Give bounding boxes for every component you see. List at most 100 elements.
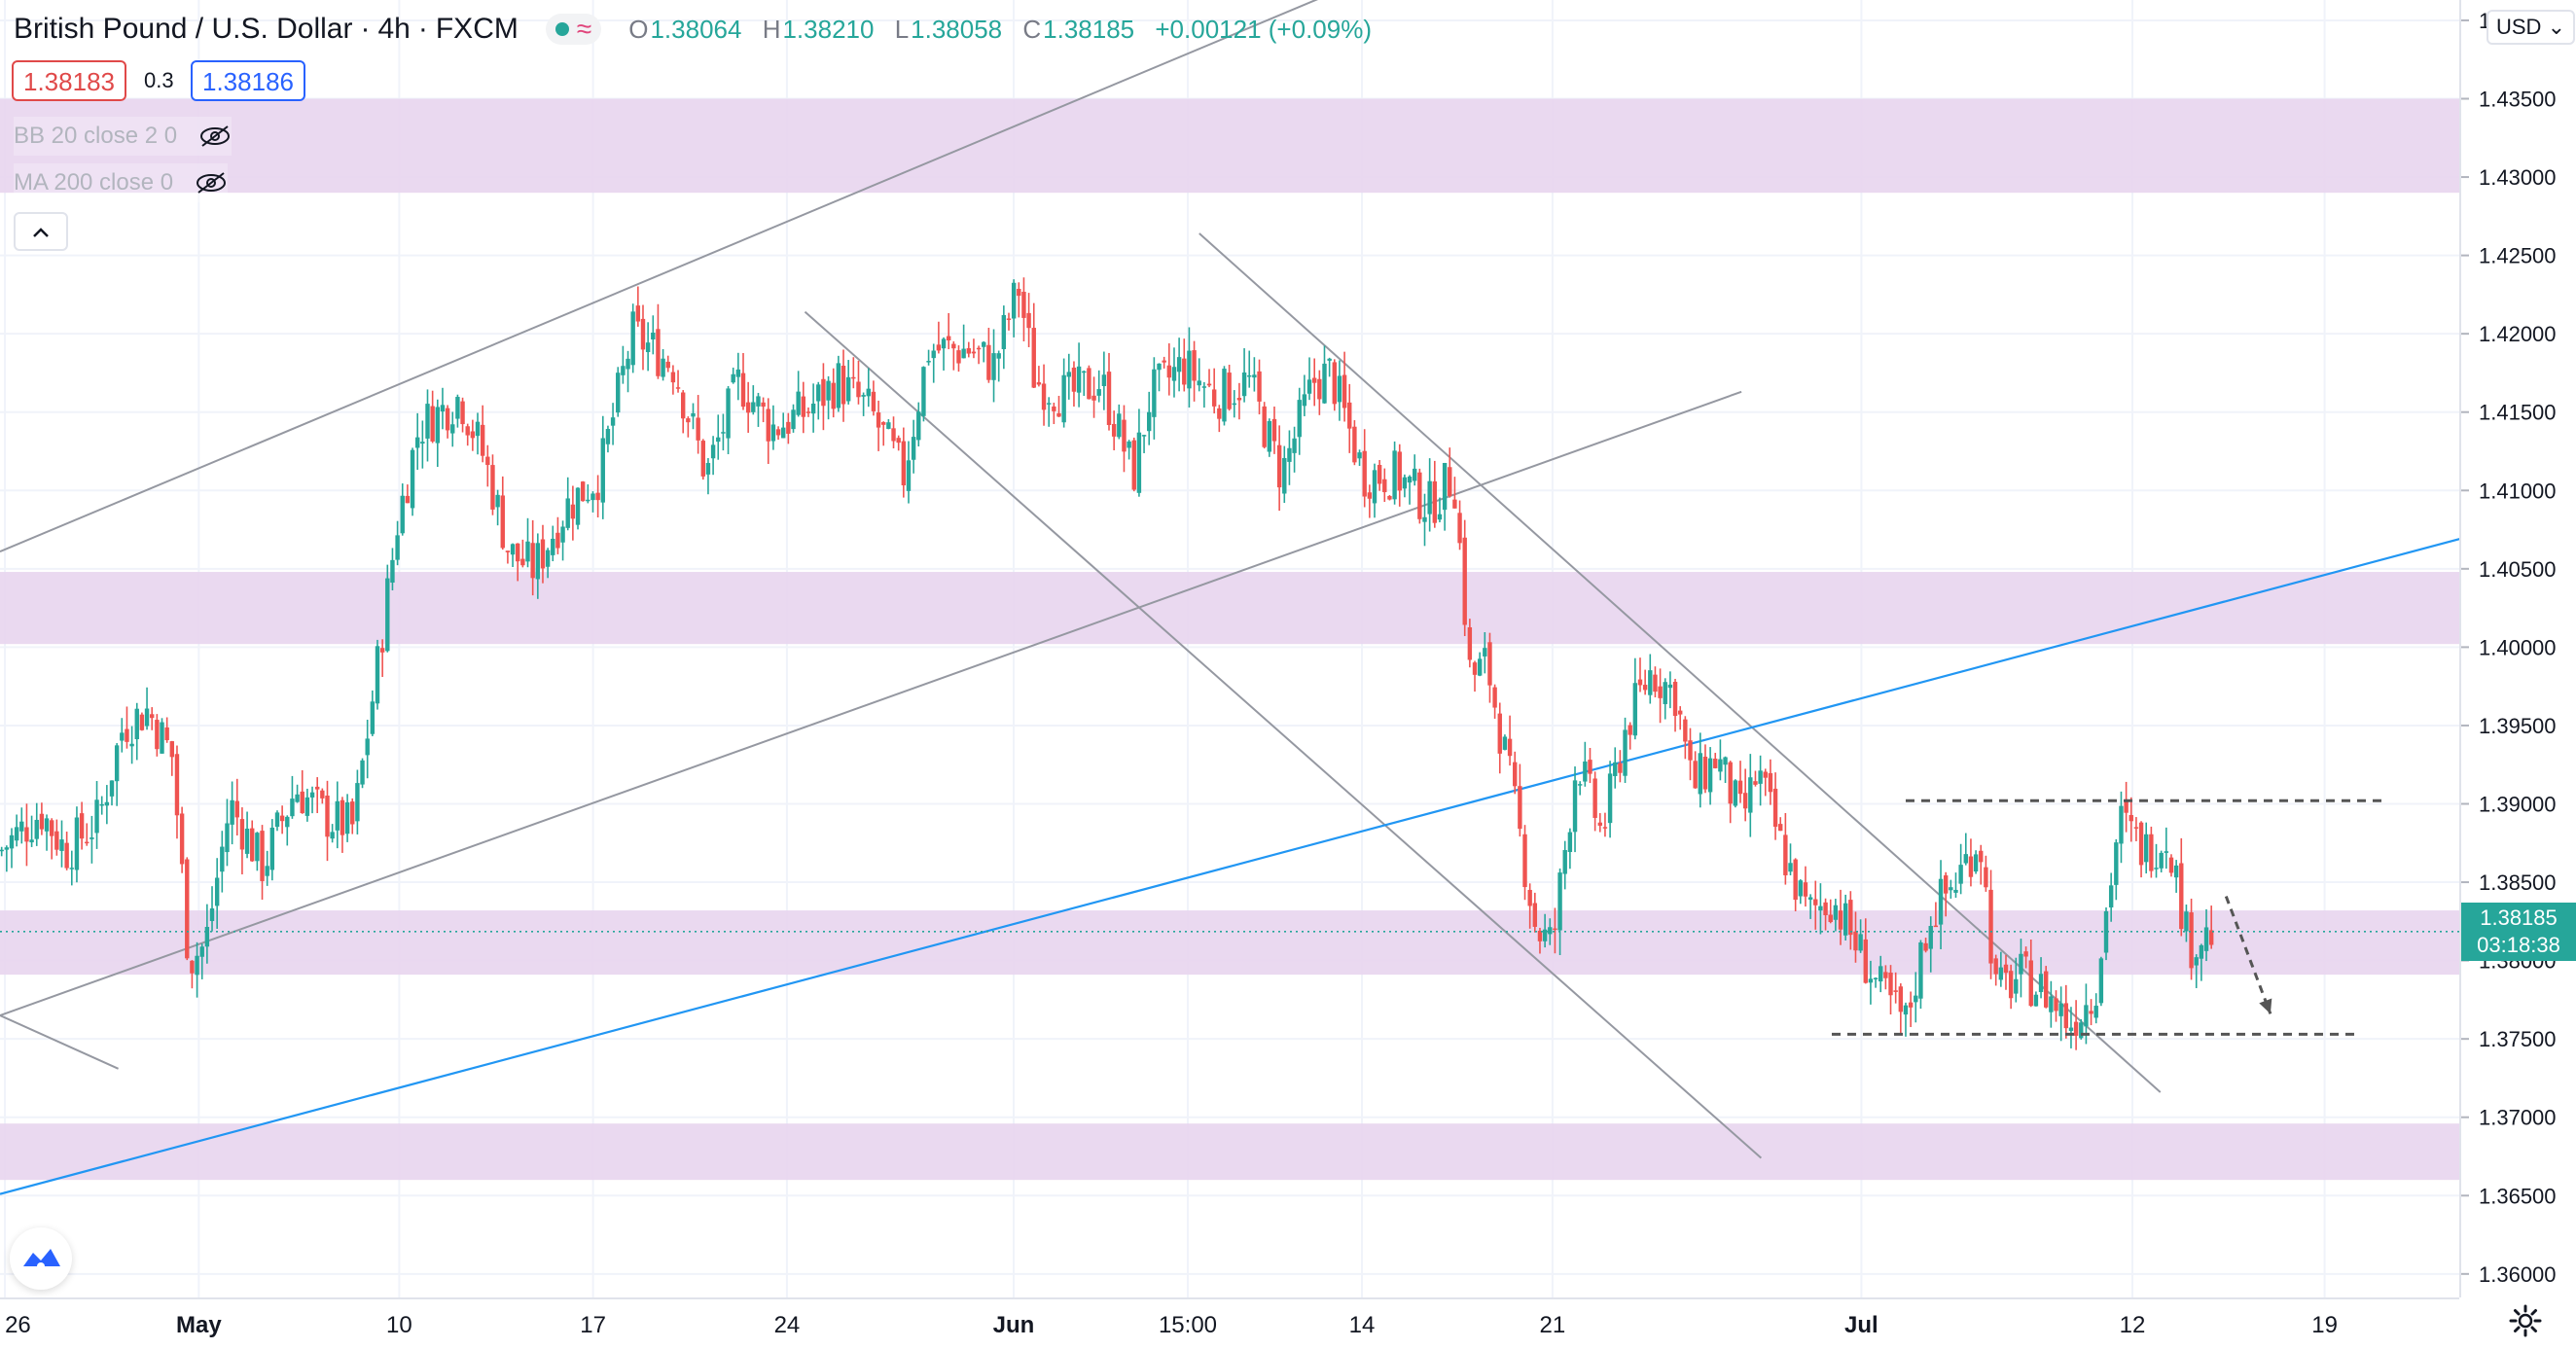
candle[interactable] [230, 781, 234, 845]
candle[interactable] [400, 483, 405, 536]
candle[interactable] [1232, 390, 1236, 418]
candle[interactable] [420, 420, 425, 469]
eye-off-icon[interactable] [195, 171, 228, 195]
price-zone[interactable] [0, 98, 2459, 194]
candle[interactable] [670, 365, 676, 395]
candle[interactable] [1949, 879, 1953, 899]
candle[interactable] [540, 524, 546, 584]
candle[interactable] [661, 348, 665, 381]
candle[interactable] [551, 525, 555, 562]
candle[interactable] [1427, 458, 1432, 532]
candle[interactable] [1111, 410, 1117, 451]
candle[interactable] [1001, 305, 1007, 370]
candle[interactable] [1597, 813, 1602, 833]
candle[interactable] [826, 375, 831, 420]
candle[interactable] [314, 777, 320, 814]
candle[interactable] [1588, 747, 1592, 784]
candle[interactable] [1477, 652, 1483, 677]
candle[interactable] [1818, 883, 1823, 935]
candle[interactable] [1698, 732, 1702, 808]
candle[interactable] [1036, 366, 1042, 387]
candle[interactable] [1131, 437, 1136, 492]
candle[interactable] [2119, 791, 2124, 864]
candle[interactable] [495, 489, 500, 526]
candle[interactable] [510, 543, 516, 568]
candle[interactable] [54, 819, 59, 856]
candle[interactable] [129, 726, 134, 764]
candle[interactable] [866, 368, 871, 408]
candle[interactable] [1387, 495, 1392, 501]
candle[interactable] [1206, 369, 1212, 388]
candle[interactable] [1667, 671, 1673, 709]
currency-selector[interactable]: USD ⌄ [2487, 10, 2576, 45]
candle[interactable] [1257, 359, 1262, 415]
candle[interactable] [906, 441, 912, 504]
candle[interactable] [1327, 357, 1332, 377]
candle[interactable] [1306, 357, 1312, 401]
candle[interactable] [1557, 868, 1562, 955]
candle[interactable] [1918, 940, 1923, 1010]
candle[interactable] [1577, 781, 1583, 796]
candle[interactable] [1041, 364, 1047, 426]
sell-price-button[interactable]: 1.38183 [12, 60, 126, 101]
candle[interactable] [651, 315, 656, 355]
candle[interactable] [1973, 850, 1979, 874]
candle[interactable] [460, 397, 465, 433]
candle[interactable] [740, 352, 746, 410]
candle[interactable] [1753, 770, 1758, 787]
candle[interactable] [1152, 357, 1157, 440]
candle[interactable] [44, 814, 50, 851]
candle[interactable] [1748, 754, 1753, 837]
candle[interactable] [1943, 871, 1949, 917]
candle[interactable] [1322, 345, 1327, 405]
candle[interactable] [1742, 768, 1748, 822]
candle[interactable] [710, 436, 716, 476]
candle[interactable] [1878, 955, 1883, 993]
candle[interactable] [1707, 747, 1713, 805]
candle[interactable] [630, 303, 635, 373]
candle[interactable] [1483, 631, 1487, 674]
candle[interactable] [1136, 408, 1142, 497]
candle[interactable] [344, 794, 350, 842]
candle[interactable] [1262, 402, 1267, 449]
indicator-bb[interactable]: BB 20 close 2 0 [14, 117, 233, 156]
candle[interactable] [845, 360, 851, 405]
candle[interactable] [475, 412, 481, 455]
candle[interactable] [295, 784, 300, 803]
candle[interactable] [2154, 843, 2159, 878]
candle[interactable] [1733, 779, 1738, 808]
candle[interactable] [390, 548, 395, 590]
candle[interactable] [1017, 282, 1021, 318]
candle[interactable] [340, 797, 345, 853]
candle[interactable] [530, 519, 535, 596]
channel-trendline[interactable] [0, 0, 1413, 553]
candle[interactable] [565, 477, 570, 531]
candle[interactable] [1527, 883, 1532, 929]
candle[interactable] [2199, 943, 2204, 981]
candle[interactable] [1352, 420, 1357, 466]
candle[interactable] [1006, 312, 1012, 331]
candle[interactable] [891, 416, 896, 449]
interval-label[interactable]: 4h [377, 13, 411, 45]
candle[interactable] [490, 454, 495, 515]
candle[interactable] [2149, 826, 2154, 878]
candle[interactable] [410, 447, 415, 516]
candle[interactable] [1046, 397, 1052, 427]
candle[interactable] [1908, 991, 1914, 1027]
candle[interactable] [209, 886, 215, 932]
candle[interactable] [916, 402, 921, 447]
candle[interactable] [816, 381, 821, 420]
candle[interactable] [1813, 880, 1818, 930]
candle[interactable] [79, 801, 85, 850]
candle[interactable] [545, 548, 551, 579]
candle[interactable] [49, 818, 54, 860]
candle[interactable] [89, 815, 94, 864]
candle[interactable] [1737, 761, 1743, 803]
candle[interactable] [991, 329, 996, 403]
candle[interactable] [971, 338, 977, 359]
candle[interactable] [1592, 771, 1597, 832]
candle[interactable] [1176, 337, 1182, 392]
candle[interactable] [921, 366, 926, 422]
candle[interactable] [1833, 899, 1839, 932]
